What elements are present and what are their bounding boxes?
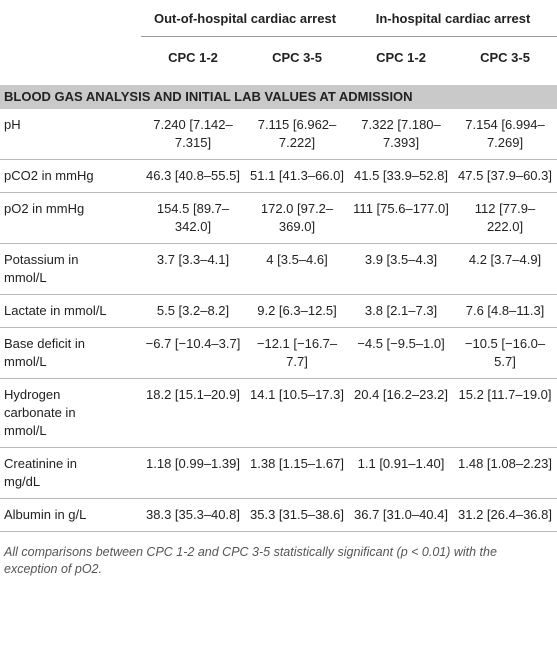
row-label: Base deficit in mmol/L	[0, 327, 141, 379]
section-row: BLOOD GAS ANALYSIS AND INITIAL LAB VALUE…	[0, 81, 557, 109]
row-label: pO2 in mmHg	[0, 192, 141, 244]
value-cell: 35.3 [31.5–38.6]	[245, 498, 350, 532]
value-cell: 7.115 [6.962–7.222]	[245, 109, 350, 160]
value-cell: 7.322 [7.180–7.393]	[349, 109, 454, 160]
value-cell: 1.1 [0.91–1.40]	[349, 447, 454, 499]
value-cell: 47.5 [37.9–60.3]	[453, 159, 557, 193]
value-cell: 7.240 [7.142–7.315]	[141, 109, 245, 160]
empty-header	[0, 36, 141, 84]
value-cell: −6.7 [−10.4–3.7]	[141, 327, 245, 379]
row-label: Albumin in g/L	[0, 498, 141, 532]
table-row: pO2 in mmHg 154.5 [89.7–342.0] 172.0 [97.2…	[0, 192, 557, 244]
value-cell: −4.5 [−9.5–1.0]	[349, 327, 454, 379]
table-row: Hydrogen carbonate in mmol/L 18.2 [15.1–2…	[0, 378, 557, 448]
value-cell: 3.7 [3.3–4.1]	[141, 243, 245, 295]
row-label-text: pH	[4, 117, 21, 132]
value-cell: 20.4 [16.2–23.2]	[349, 378, 454, 448]
data-table: Out-of-hospital cardiac arrest In-hospit…	[0, 0, 557, 532]
row-label-text: Hydrogen carbonate in mmol/L	[4, 387, 76, 438]
subheader: CPC 3-5	[245, 36, 350, 84]
row-label-text: Creatinine in mg/dL	[4, 456, 77, 489]
value-cell: 1.18 [0.99–1.39]	[141, 447, 245, 499]
value-cell: 18.2 [15.1–20.9]	[141, 378, 245, 448]
table-row: pH 7.240 [7.142–7.315] 7.115 [6.962–7.222]…	[0, 109, 557, 160]
footnote: All comparisons between CPC 1-2 and CPC …	[4, 545, 497, 576]
value-cell: 5.5 [3.2–8.2]	[141, 294, 245, 328]
value-cell: 3.8 [2.1–7.3]	[349, 294, 454, 328]
value-cell: 38.3 [35.3–40.8]	[141, 498, 245, 532]
section-title: BLOOD GAS ANALYSIS AND INITIAL LAB VALUE…	[0, 81, 557, 109]
value-cell: 15.2 [11.7–19.0]	[453, 378, 557, 448]
value-cell: 1.38 [1.15–1.67]	[245, 447, 350, 499]
row-label-text: pO2 in mmHg	[4, 201, 85, 216]
value-cell: 46.3 [40.8–55.5]	[141, 159, 245, 193]
value-cell: 36.7 [31.0–40.4]	[349, 498, 454, 532]
value-cell: 112 [77.9–222.0]	[453, 192, 557, 244]
row-label-text: pCO2 in mmHg	[4, 168, 94, 183]
group-header-row: Out-of-hospital cardiac arrest In-hospit…	[0, 0, 557, 37]
value-cell: 1.48 [1.08–2.23]	[453, 447, 557, 499]
row-label-text: Lactate in mmol/L	[4, 303, 107, 318]
row-label: Lactate in mmol/L	[0, 294, 141, 328]
table-row: Base deficit in mmol/L −6.7 [−10.4–3.7] −1…	[0, 327, 557, 379]
row-label: Potassium in mmol/L	[0, 243, 141, 295]
subheader: CPC 3-5	[453, 36, 557, 84]
value-cell: 3.9 [3.5–4.3]	[349, 243, 454, 295]
value-cell: 14.1 [10.5–17.3]	[245, 378, 350, 448]
table-row: Creatinine in mg/dL 1.18 [0.99–1.39] 1.38 …	[0, 447, 557, 499]
row-label-text: Albumin in g/L	[4, 507, 87, 522]
row-label: Creatinine in mg/dL	[0, 447, 141, 499]
value-cell: −12.1 [−16.7–7.7]	[245, 327, 350, 379]
value-cell: 7.154 [6.994–7.269]	[453, 109, 557, 160]
row-label-text: Base deficit in mmol/L	[4, 336, 85, 369]
value-cell: 172.0 [97.2–369.0]	[245, 192, 350, 244]
table-row: pCO2 in mmHg 46.3 [40.8–55.5] 51.1 [41.3–6…	[0, 159, 557, 193]
table-row: Albumin in g/L 38.3 [35.3–40.8] 35.3 [31.5…	[0, 498, 557, 532]
subheader-row: CPC 1-2 CPC 3-5 CPC 1-2 CPC 3-5	[0, 36, 557, 84]
row-label: pCO2 in mmHg	[0, 159, 141, 193]
value-cell: 7.6 [4.8–11.3]	[453, 294, 557, 328]
group-header: In-hospital cardiac arrest	[349, 0, 557, 37]
value-cell: 111 [75.6–177.0]	[349, 192, 454, 244]
value-cell: 154.5 [89.7–342.0]	[141, 192, 245, 244]
subheader: CPC 1-2	[349, 36, 454, 84]
row-label: Hydrogen carbonate in mmol/L	[0, 378, 141, 448]
value-cell: −10.5 [−16.0–5.7]	[453, 327, 557, 379]
table-row: Lactate in mmol/L 5.5 [3.2–8.2] 9.2 [6.3–1…	[0, 294, 557, 328]
group-header: Out-of-hospital cardiac arrest	[141, 0, 350, 37]
row-label-text: Potassium in mmol/L	[4, 252, 79, 285]
value-cell: 41.5 [33.9–52.8]	[349, 159, 454, 193]
empty-header	[0, 0, 141, 37]
value-cell: 31.2 [26.4–36.8]	[453, 498, 557, 532]
row-label: pH	[0, 109, 141, 160]
subheader: CPC 1-2	[141, 36, 245, 84]
value-cell: 9.2 [6.3–12.5]	[245, 294, 350, 328]
value-cell: 4 [3.5–4.6]	[245, 243, 350, 295]
table-row: Potassium in mmol/L 3.7 [3.3–4.1] 4 [3.5–4…	[0, 243, 557, 295]
value-cell: 51.1 [41.3–66.0]	[245, 159, 350, 193]
value-cell: 4.2 [3.7–4.9]	[453, 243, 557, 295]
